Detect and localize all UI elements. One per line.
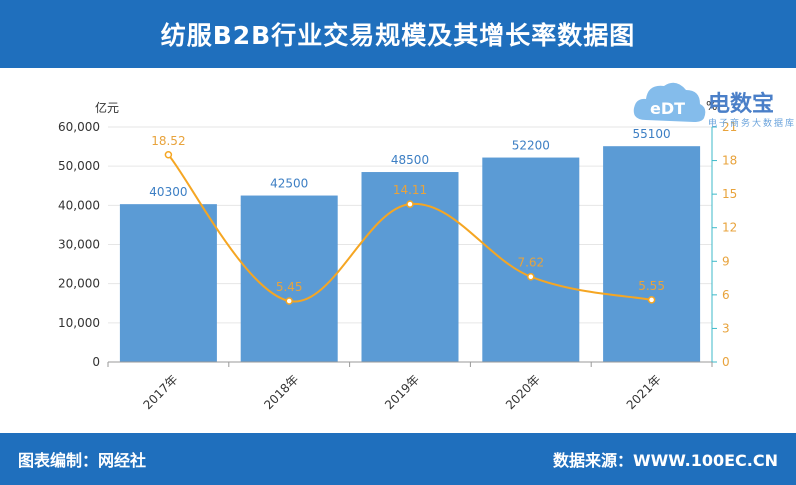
bar	[482, 157, 580, 362]
bar-value-label: 52200	[512, 139, 550, 153]
data-labels: 40300 42500 48500 52200 55100 18.52 5.45 14.11 7…	[149, 127, 670, 294]
y-tick-label-right: 15	[722, 187, 737, 201]
y-tick-label-left: 50,000	[58, 159, 100, 173]
growth-rate-label: 7.62	[517, 256, 544, 270]
chart: 0 10,000 20,000 30,000 40,000 50,000 60,000 0 3 6…	[58, 99, 737, 412]
growth-rate-line	[167, 154, 652, 303]
y-tick-label-left: 20,000	[58, 277, 100, 291]
cloud-logo-icon: eDT	[633, 82, 706, 122]
bar	[603, 146, 701, 362]
growth-rate-point	[527, 272, 535, 281]
bar-value-label: 48500	[391, 153, 429, 167]
growth-rate-point	[647, 296, 656, 304]
y-tick-label-left: 30,000	[58, 238, 100, 252]
y-axis-unit-right: %	[706, 99, 717, 113]
chart-title: 纺服B2B行业交易规模及其增长率数据图	[160, 21, 636, 50]
logo-mark: eDT	[650, 99, 685, 118]
y-tick-label-right: 18	[722, 154, 737, 168]
y-tick-label-right: 6	[722, 288, 730, 302]
bar-value-label: 40300	[149, 185, 187, 199]
x-tick-label: 2017年	[141, 372, 181, 412]
y-tick-label-left: 0	[92, 355, 100, 369]
growth-line	[164, 151, 656, 305]
footer-bar: 图表编制：网经社 数据来源：WWW.100EC.CN	[0, 433, 796, 485]
y-tick-label-left: 60,000	[58, 120, 100, 134]
bar	[119, 204, 217, 362]
logo-name: 电数宝	[708, 92, 775, 117]
growth-rate-point	[164, 151, 173, 159]
growth-rate-label: 5.45	[276, 280, 303, 294]
growth-rate-point	[406, 200, 414, 208]
x-tick-label: 2019年	[382, 372, 422, 412]
y-tick-label-right: 21	[722, 120, 737, 134]
bar-value-label: 55100	[633, 127, 671, 141]
y-tick-label-right: 12	[722, 221, 737, 235]
y-tick-label-left: 40,000	[58, 198, 100, 212]
y-tick-label-left: 10,000	[58, 316, 100, 330]
bars	[119, 146, 701, 362]
logo-subtitle: 电子商务大数据库	[708, 119, 796, 129]
title-banner: 纺服B2B行业交易规模及其增长率数据图	[0, 0, 796, 68]
footer-source: 数据来源：WWW.100EC.CN	[552, 451, 778, 470]
footer-compiler: 图表编制：网经社	[18, 451, 147, 470]
y-axis-unit-left: 亿元	[95, 100, 119, 115]
y-tick-label-right: 9	[722, 254, 730, 268]
bar-value-label: 42500	[270, 177, 308, 191]
x-tick-label: 2018年	[261, 372, 301, 412]
y-tick-label-right: 3	[722, 321, 730, 335]
growth-rate-label: 18.52	[151, 134, 185, 148]
y-tick-label-right: 0	[722, 355, 730, 369]
x-tick-label: 2021年	[624, 372, 664, 412]
growth-rate-label: 14.11	[393, 183, 427, 197]
growth-rate-point	[285, 297, 293, 305]
growth-rate-label: 5.55	[638, 279, 665, 293]
x-tick-label: 2020年	[503, 372, 543, 412]
